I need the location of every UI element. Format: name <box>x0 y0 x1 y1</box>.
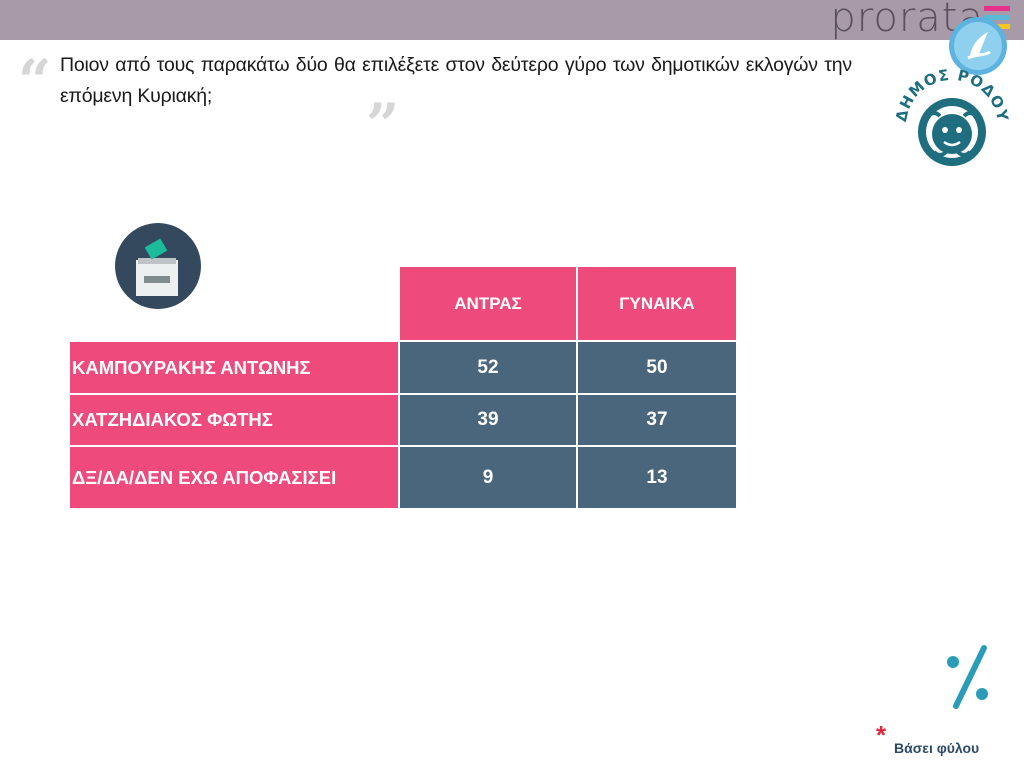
column-header-women: ΓΥΝΑΙΚΑ <box>576 267 736 341</box>
cell-kampourakis-men: 52 <box>398 340 577 394</box>
table-header-row: ΑΝΤΡΑΣ ΓΥΝΑΙΚΑ <box>70 267 736 341</box>
percent-icon <box>947 645 988 709</box>
table-corner <box>70 267 399 341</box>
table-row: ΚΑΜΠΟΥΡΑΚΗΣ ΑΝΤΩΝΗΣ 52 50 <box>70 340 736 394</box>
close-quote-icon: ” <box>366 91 400 159</box>
dimos-rodou-seal-icon: ΔΗΜΟΣ ΡΟΔΟΥ <box>892 66 1011 166</box>
cell-chatzidiakos-men: 39 <box>398 393 577 446</box>
results-table: ΑΝΤΡΑΣ ΓΥΝΑΙΚΑ ΚΑΜΠΟΥΡΑΚΗΣ ΑΝΤΩΝΗΣ 52 50… <box>70 267 736 508</box>
cell-undecided-men: 9 <box>398 445 577 508</box>
cell-chatzidiakos-women: 37 <box>576 393 736 446</box>
top-bar <box>0 0 1024 40</box>
column-header-men: ΑΝΤΡΑΣ <box>398 267 577 341</box>
ballot-box-icon <box>115 223 201 309</box>
open-quote-icon: “ <box>18 47 52 115</box>
row-label-undecided: ΔΞ/ΔΑ/ΔΕΝ ΕΧΩ ΑΠΟΦΑΣΙΣΕΙ <box>70 445 399 508</box>
cell-kampourakis-women: 50 <box>576 340 736 394</box>
footnote-text: Βάσει φύλου <box>894 740 980 756</box>
table-row: ΔΞ/ΔΑ/ΔΕΝ ΕΧΩ ΑΠΟΦΑΣΙΣΕΙ 9 13 <box>70 445 736 508</box>
table-row: ΧΑΤΖΗΔΙΑΚΟΣ ΦΩΤΗΣ 39 37 <box>70 393 736 446</box>
row-label-kampourakis: ΚΑΜΠΟΥΡΑΚΗΣ ΑΝΤΩΝΗΣ <box>70 340 399 394</box>
question-text: Ποιον από τους παρακάτω δύο θα επιλέξετε… <box>60 54 852 107</box>
row-label-chatzidiakos: ΧΑΤΖΗΔΙΑΚΟΣ ΦΩΤΗΣ <box>70 393 399 446</box>
footnote-marker: * <box>876 720 887 750</box>
cell-undecided-women: 13 <box>576 445 736 508</box>
round-logo-icon <box>949 17 1007 75</box>
